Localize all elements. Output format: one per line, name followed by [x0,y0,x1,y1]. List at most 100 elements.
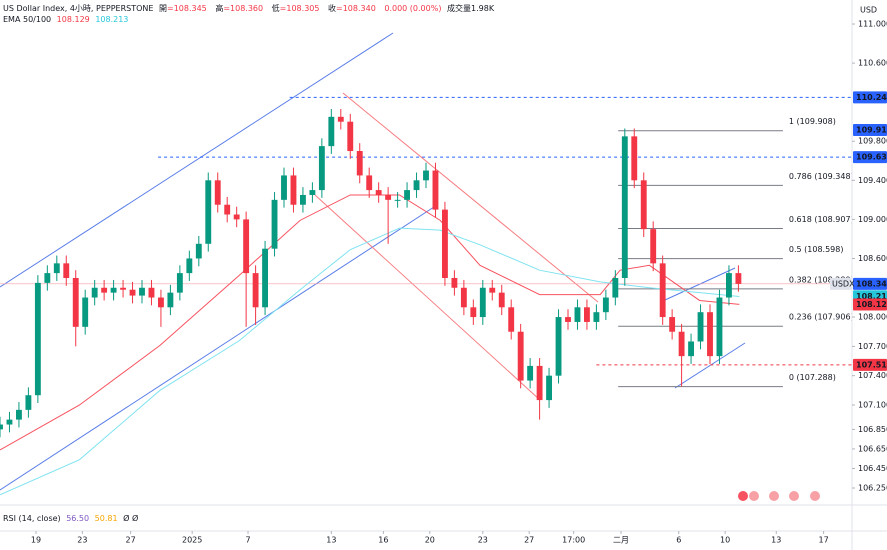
ohlc-open: 開=108.345 [159,4,210,13]
ohlc-label: 高 [215,4,224,13]
candle-body [337,116,344,122]
ema-line [0,194,740,451]
x-tick-label: 7 [245,536,250,545]
price-label-bg [853,124,887,137]
candle-body [423,170,429,181]
candle-body [120,287,127,290]
ohlc-value: =108.360 [223,4,264,13]
header: US Dollar Index, 4小時, PEPPERSTONE 開=108.… [3,3,497,14]
price-label: 108.129 [856,300,887,309]
candle-body [290,175,297,205]
candle-body [479,287,486,318]
candle-body [735,273,742,284]
ohlc-value: =108.345 [166,4,207,13]
candle-body [441,209,448,278]
candle-body [6,419,13,425]
candle-body [243,219,250,274]
change: 0.000 (0.00%) [384,4,442,13]
candle-body [508,307,515,332]
y-tick-label: 109.400 [858,176,887,185]
candle-body [669,317,676,332]
y-tick-label: 110.600 [858,59,887,68]
ohlc-value: =108.340 [336,4,376,13]
x-tick-label: 10 [720,536,730,545]
candle-body [716,297,723,357]
trend-line [674,342,746,389]
candle-body [91,287,98,298]
event-icon [738,491,748,501]
ohlc-value: =108.305 [279,4,320,13]
drawings [0,32,746,491]
candle-body [725,273,732,298]
x-tick-label: 13 [771,536,781,545]
y-tick-label: 109.000 [858,215,887,224]
candle-body [413,180,420,191]
price-label: 109.915 [856,126,887,135]
candle-body [129,289,136,296]
candle-body [517,331,524,381]
candle-body [631,136,638,181]
candle-body [621,136,628,278]
x-tick-label: 20 [425,536,435,545]
candle-body [602,297,609,313]
candle-body [195,243,202,259]
candle-body [394,199,401,201]
candle-body [139,287,145,296]
candle-body [82,297,89,327]
y-tick-label: 106.650 [858,444,887,453]
candle-body [157,297,164,308]
candle-body [328,116,335,147]
fib-label: 0 (107.288) [789,373,836,382]
candle-body [252,273,259,308]
candle-body [25,395,32,410]
y-tick-label: 106.850 [858,425,887,434]
x-tick-label: 6 [676,536,681,545]
candle-body [546,375,553,401]
x-tick-label: 二月 [613,536,629,545]
candle-body [167,292,174,308]
x-tick-label: 2025 [182,536,202,545]
x-tick-label: 27 [524,536,534,545]
candle-body [318,146,325,191]
candle-body [451,277,458,288]
candle-body [574,307,581,322]
candle-body [101,287,108,293]
candle-body [565,317,571,322]
y-tick-label: 107.700 [858,342,887,351]
y-tick-label: 111.000 [858,20,887,29]
candle-body [262,248,269,308]
candle-body [612,277,619,298]
price-label-bg [853,277,887,290]
fib-label: 0.236 (107.906) [789,313,854,322]
candle-body [460,287,467,308]
x-tick-label: 23 [478,536,488,545]
candle-body [697,312,704,342]
ohlc-label: 開 [158,4,167,13]
x-tick-label: 19 [31,536,41,545]
indicator-value: 108.213 [95,15,129,24]
candle-body [309,190,316,195]
ohlc-high: 高=108.360 [215,4,266,13]
candle-body [347,121,354,152]
candle-body [34,282,41,396]
candle-body [593,312,600,322]
candle-body [470,307,477,318]
price-label-bg [853,91,887,104]
candle-body [15,409,22,420]
event-icons [738,491,820,501]
ohlc-close: 收=108.340 [328,4,379,13]
x-tick-label: 17 [819,536,829,545]
candle-body [366,175,373,191]
trend-line [0,32,394,288]
price-label: 108.213 [856,292,887,301]
candle-body [53,263,60,274]
candle-body [44,273,51,283]
candle-body [110,287,117,293]
x-tick-label: 23 [77,536,87,545]
price-label: 110.249 [856,93,887,102]
event-icon [810,491,820,501]
candle-body [186,258,193,274]
rsi-icon: Ø Ø [123,514,139,523]
candle-body [299,194,306,205]
